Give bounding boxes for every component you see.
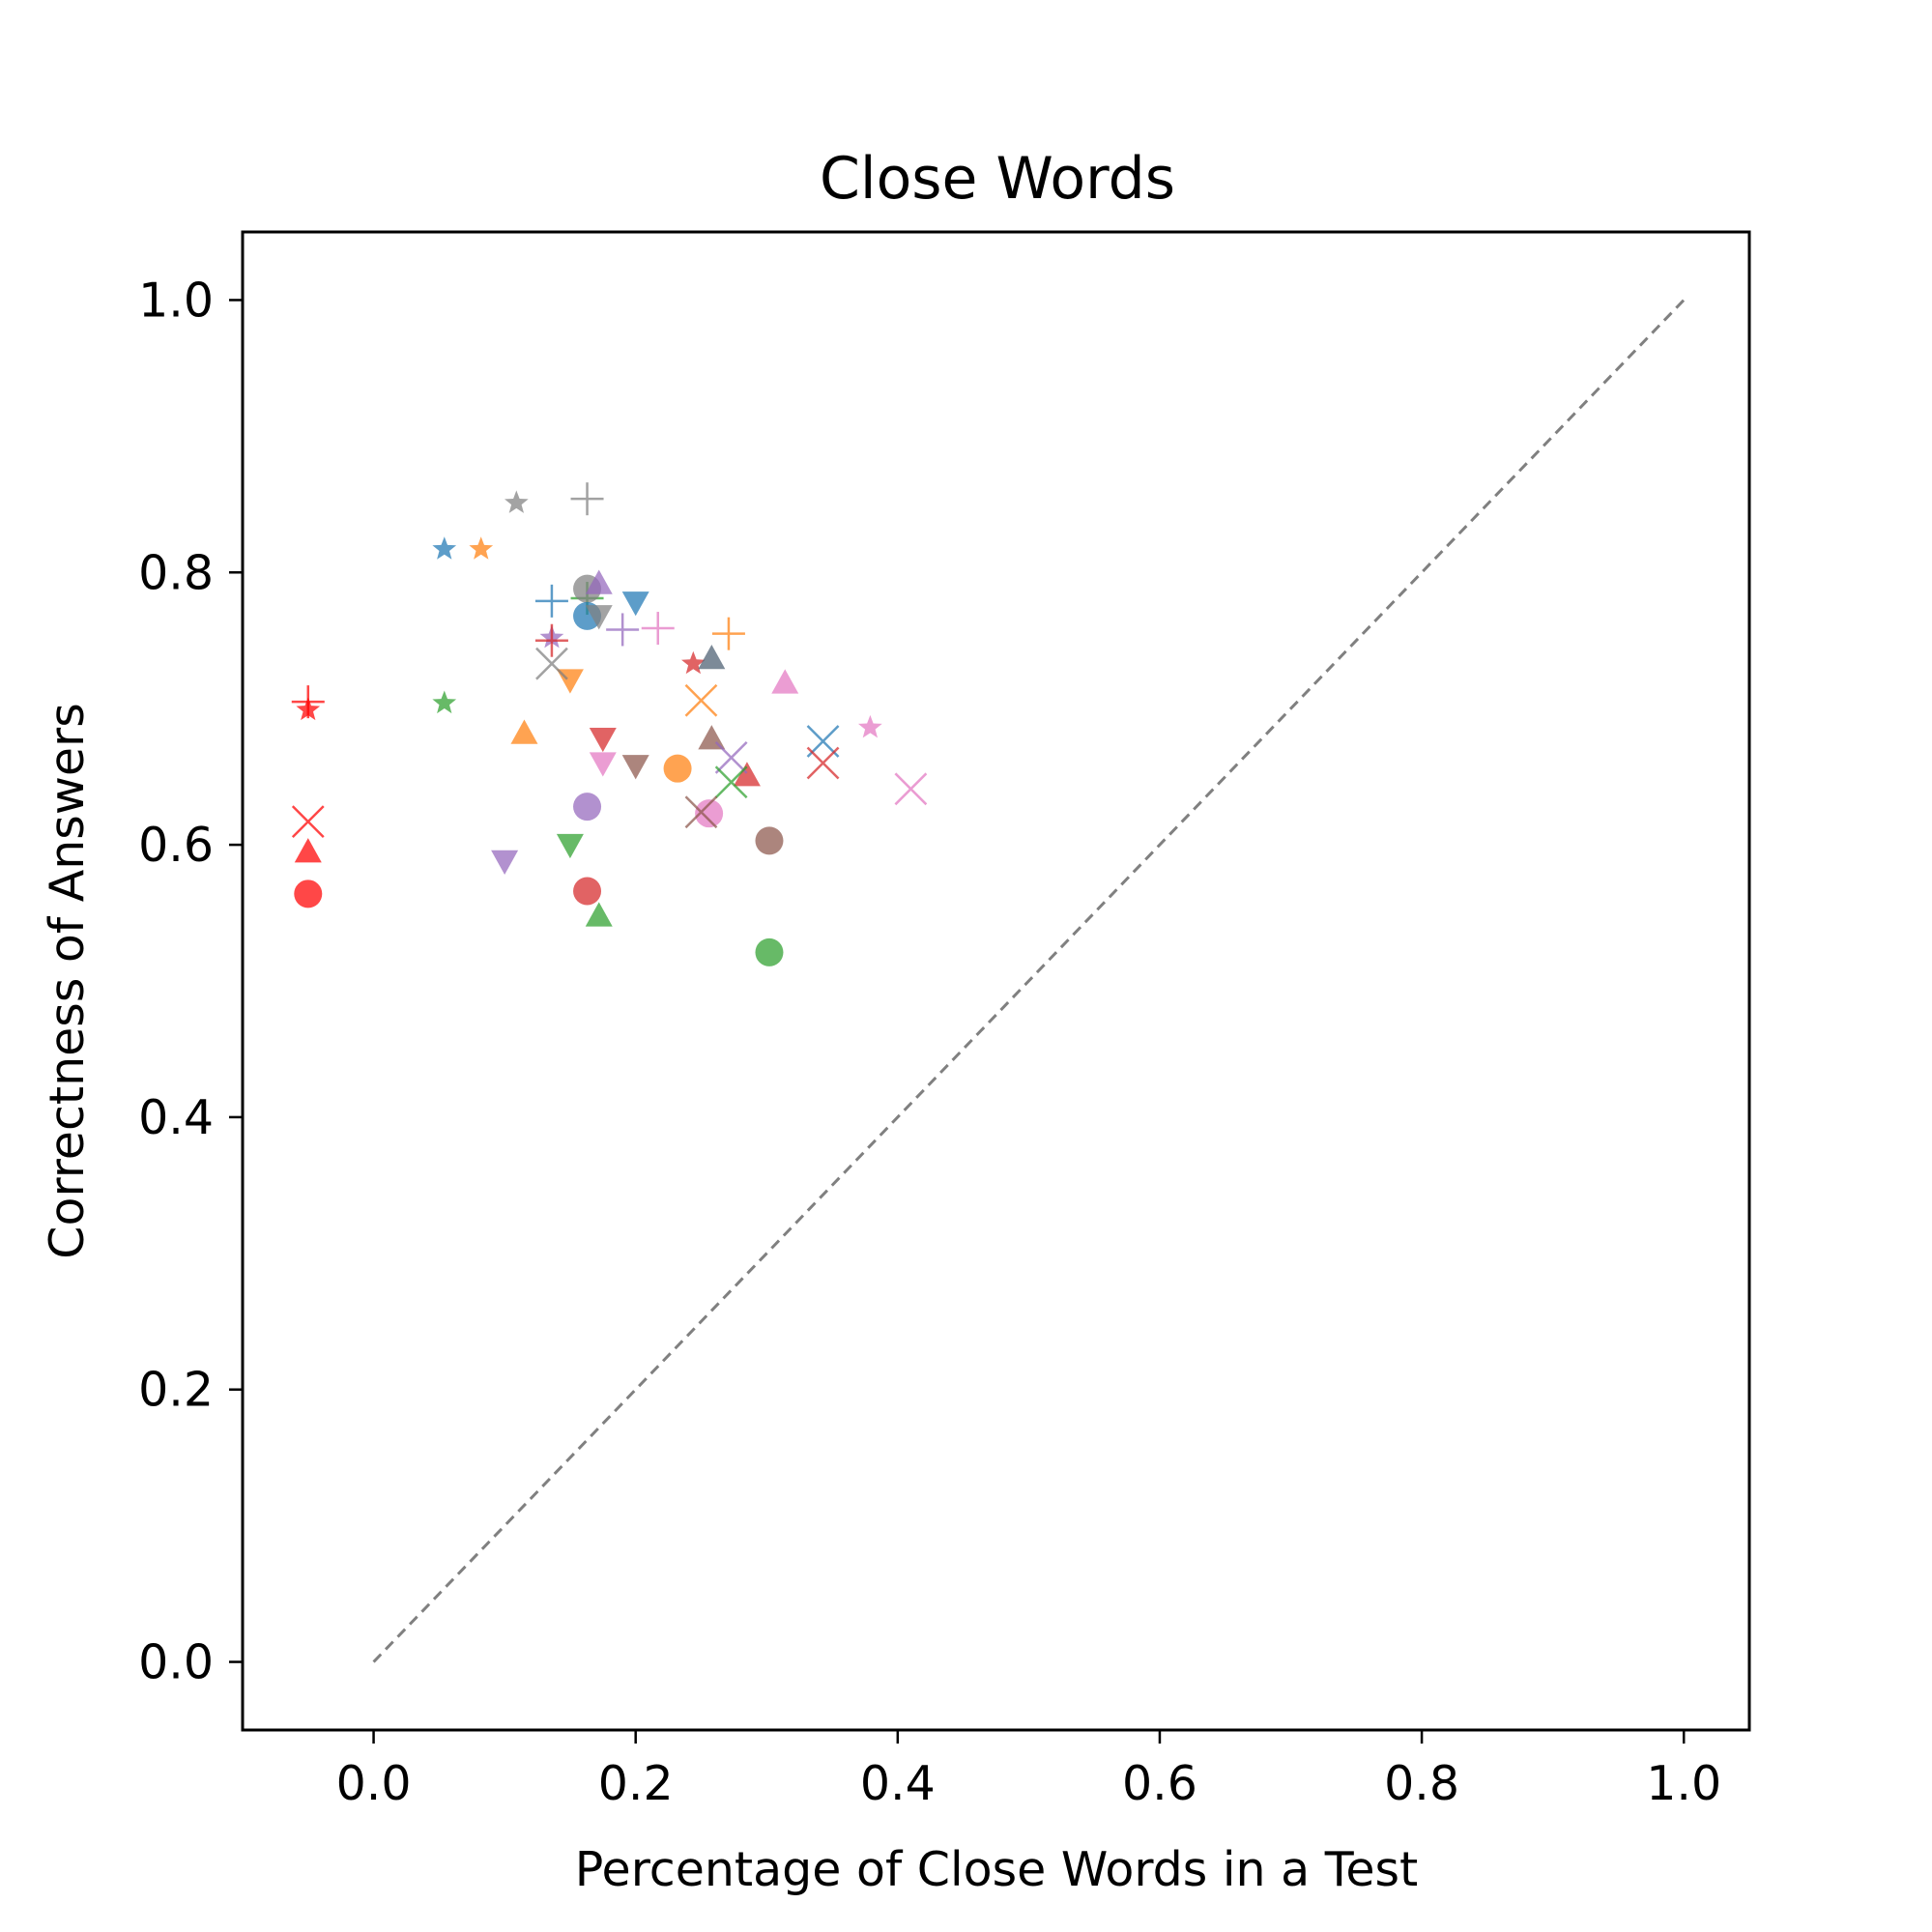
data-point-star [858,714,882,738]
x-tick-label: 1.0 [1646,1756,1721,1811]
data-point-plus [711,617,745,650]
chart-title: Close Words [820,145,1175,213]
data-point-star [432,536,457,560]
data-point-plus [534,584,568,618]
x-tick-label: 0.6 [1122,1756,1197,1811]
data-point-x [894,772,928,806]
y-tick-label: 0.0 [138,1635,214,1690]
y-tick-label: 0.6 [138,818,214,873]
y-tick-label: 0.4 [138,1090,214,1145]
x-tick-label: 0.2 [598,1756,674,1811]
data-point-star [681,650,706,675]
data-point-circle [755,937,784,966]
data-point-circle [573,793,602,822]
x-axis-label: Percentage of Close Words in a Test [575,1842,1418,1897]
data-point-x [714,741,748,774]
data-point-star [469,536,494,560]
data-point-plus [570,482,604,516]
data-point-circle [755,826,784,855]
data-point-circle [573,877,602,906]
plot-area [291,299,1686,1663]
x-tick-label: 0.0 [336,1756,412,1811]
data-point-star [432,690,457,714]
data-point-x [714,765,748,799]
data-point-triangle-down [556,833,584,859]
y-tick-label: 0.2 [138,1363,214,1418]
data-point-triangle-up [294,838,322,863]
data-point-triangle-up [585,569,613,594]
data-point-star [505,490,529,513]
data-point-triangle-up [771,669,799,694]
data-point-x [291,805,325,839]
data-point-triangle-down [621,591,649,617]
x-tick-label: 0.4 [860,1756,936,1811]
data-point-triangle-up [698,645,726,670]
data-point-triangle-down [589,727,617,753]
x-tick-label: 0.8 [1384,1756,1459,1811]
data-point-triangle-up [510,719,538,744]
data-point-triangle-down [621,755,649,780]
data-point-circle [294,879,323,908]
data-point-plus [606,613,640,647]
data-point-triangle-up [733,762,761,787]
y-tick-label: 1.0 [138,273,214,328]
data-point-plus [641,612,675,646]
data-point-triangle-down [585,605,613,630]
data-point-x [684,795,718,829]
y-axis: 0.0 0.2 0.4 0.6 0.8 1.0 [138,273,243,1690]
data-point-circle [663,754,692,783]
data-point-triangle-up [585,902,613,927]
data-point-x [684,683,718,717]
data-point-circle [695,799,724,828]
data-point-triangle-up [698,725,726,750]
y-tick-label: 0.8 [138,545,214,600]
y-axis-label: Correctness of Answers [40,703,95,1259]
axes-frame [241,230,1751,1732]
data-point-x [535,647,568,680]
x-axis: 0.0 0.2 0.4 0.6 0.8 1.0 [336,1730,1721,1811]
data-point-plus [534,623,568,657]
data-point-x [806,746,840,780]
data-point-triangle-down [491,850,519,875]
reference-diagonal-line [372,299,1686,1663]
data-point-triangle-down [589,752,617,777]
data-point-plus [291,685,325,719]
